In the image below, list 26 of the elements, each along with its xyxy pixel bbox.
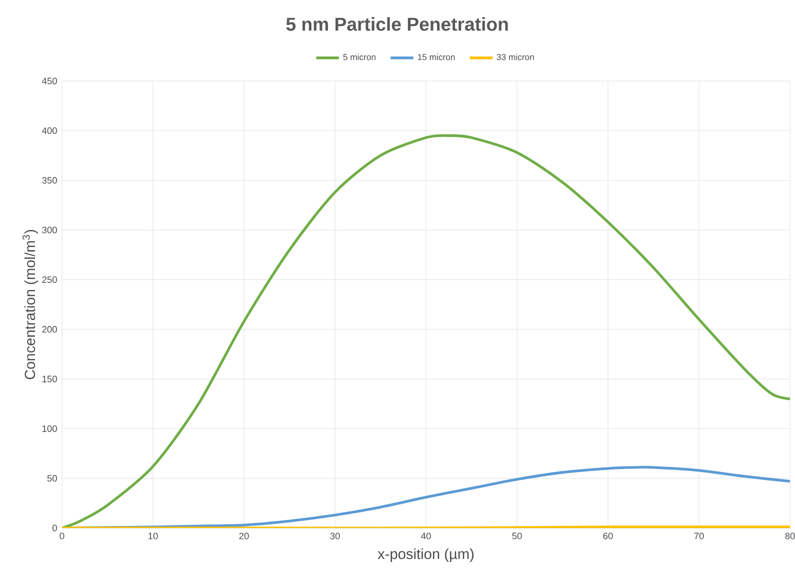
y-tick-label: 300 xyxy=(42,226,57,234)
line-series xyxy=(62,134,790,528)
x-tick-label: 10 xyxy=(148,532,158,540)
x-tick-label: 80 xyxy=(785,532,795,540)
x-tick-label: 70 xyxy=(694,532,704,540)
x-tick-label: 20 xyxy=(239,532,249,540)
legend-label: 33 micron xyxy=(496,54,534,60)
chart-title: 5 nm Particle Penetration xyxy=(286,17,508,31)
y-tick-label: 150 xyxy=(42,376,57,382)
legend-label: 5 micron xyxy=(343,54,376,60)
y-tick-label: 400 xyxy=(42,127,57,134)
x-tick-label: 30 xyxy=(330,532,340,540)
y-tick-label: 450 xyxy=(42,78,57,84)
y-axis-title: Concentration (mol/m$^{3}$) xyxy=(22,230,38,380)
x-axis-title: x-position (µm) xyxy=(378,548,474,562)
x-tick-label: 60 xyxy=(603,532,613,540)
y-tick-label: 50 xyxy=(47,475,57,482)
legend-label: 15 micron xyxy=(418,54,455,60)
y-tick-label: 0 xyxy=(52,524,57,532)
x-tick-label: 0 xyxy=(60,532,64,540)
y-tick-label: 250 xyxy=(42,276,57,283)
y-tick-label: 200 xyxy=(42,326,57,333)
y-tick-label: 100 xyxy=(42,425,57,432)
y-tick-label: 350 xyxy=(42,177,57,184)
x-tick-label: 40 xyxy=(421,532,431,540)
x-tick-label: 50 xyxy=(512,532,522,540)
